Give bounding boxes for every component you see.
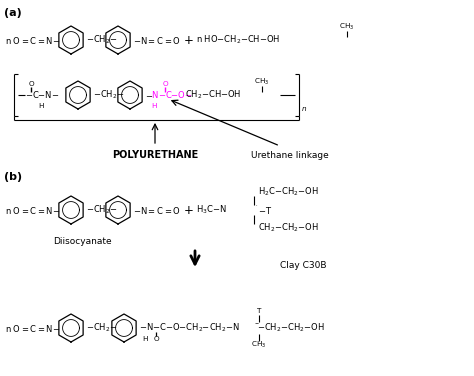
Text: $-$N$-$C$-$O$-$CH$_2$$-$CH$_2$$-$N: $-$N$-$C$-$O$-$CH$_2$$-$CH$_2$$-$N: [139, 322, 240, 334]
Text: $^-$: $^-$: [253, 321, 260, 327]
Text: $-$CH$_2$$-$: $-$CH$_2$$-$: [86, 204, 118, 216]
Text: H$_2$C$-$CH$_2$$-$OH: H$_2$C$-$CH$_2$$-$OH: [258, 186, 319, 198]
Text: O: O: [162, 81, 168, 87]
Text: CH$_3$: CH$_3$: [339, 22, 355, 32]
Text: CH$_2$$-$CH$_2$$-$OH: CH$_2$$-$CH$_2$$-$OH: [258, 222, 319, 234]
Text: $-$CH$_2$$-$: $-$CH$_2$$-$: [93, 89, 124, 101]
Text: $-$N$=$C$=$O: $-$N$=$C$=$O: [133, 205, 181, 215]
Text: $-$CH$_2$$-$: $-$CH$_2$$-$: [86, 34, 118, 46]
Text: Diisocyanate: Diisocyanate: [53, 238, 111, 247]
Text: CH$_3$: CH$_3$: [251, 340, 267, 350]
Text: Clay C30B: Clay C30B: [280, 261, 327, 270]
Text: N: N: [151, 91, 157, 100]
Text: CH$_3$: CH$_3$: [255, 77, 270, 87]
Text: n O$=$C$=$N$-$: n O$=$C$=$N$-$: [5, 323, 60, 334]
Text: $-$: $-$: [145, 91, 153, 100]
Text: $-$N$=$C$=$O: $-$N$=$C$=$O: [133, 35, 181, 45]
Text: $+$: $+$: [182, 203, 193, 217]
Text: $-$CH$_2$$-$CH$_2$$-$OH: $-$CH$_2$$-$CH$_2$$-$OH: [257, 322, 325, 334]
Text: $-$CH$_2$$-$: $-$CH$_2$$-$: [86, 322, 118, 334]
Text: (a): (a): [4, 8, 22, 18]
Text: T: T: [257, 308, 261, 314]
Text: CH$_2$$-$CH$-$OH: CH$_2$$-$CH$-$OH: [185, 89, 241, 101]
Text: O: O: [153, 336, 159, 342]
Text: Urethane linkage: Urethane linkage: [251, 150, 329, 159]
Text: H: H: [142, 336, 148, 342]
Text: $-$C$-$N$-$: $-$C$-$N$-$: [25, 89, 59, 100]
Text: $^.$: $^.$: [255, 203, 258, 209]
Text: n HO$-$CH$_2$$-$CH$-$OH: n HO$-$CH$_2$$-$CH$-$OH: [196, 34, 280, 46]
Text: $-$T: $-$T: [258, 205, 272, 215]
Text: (b): (b): [4, 172, 22, 182]
Text: POLYURETHANE: POLYURETHANE: [112, 150, 198, 160]
Text: H: H: [151, 103, 157, 109]
Text: H: H: [38, 103, 44, 109]
Text: H$_3$C$-$N: H$_3$C$-$N: [196, 204, 227, 216]
Text: n O$=$C$=$N$-$: n O$=$C$=$N$-$: [5, 205, 60, 215]
Text: n: n: [302, 106, 307, 112]
Text: O: O: [28, 81, 34, 87]
Text: $-$C$-$O$-$: $-$C$-$O$-$: [158, 89, 192, 100]
Text: $+$: $+$: [182, 33, 193, 47]
Text: n O$=$C$=$N$-$: n O$=$C$=$N$-$: [5, 35, 60, 45]
